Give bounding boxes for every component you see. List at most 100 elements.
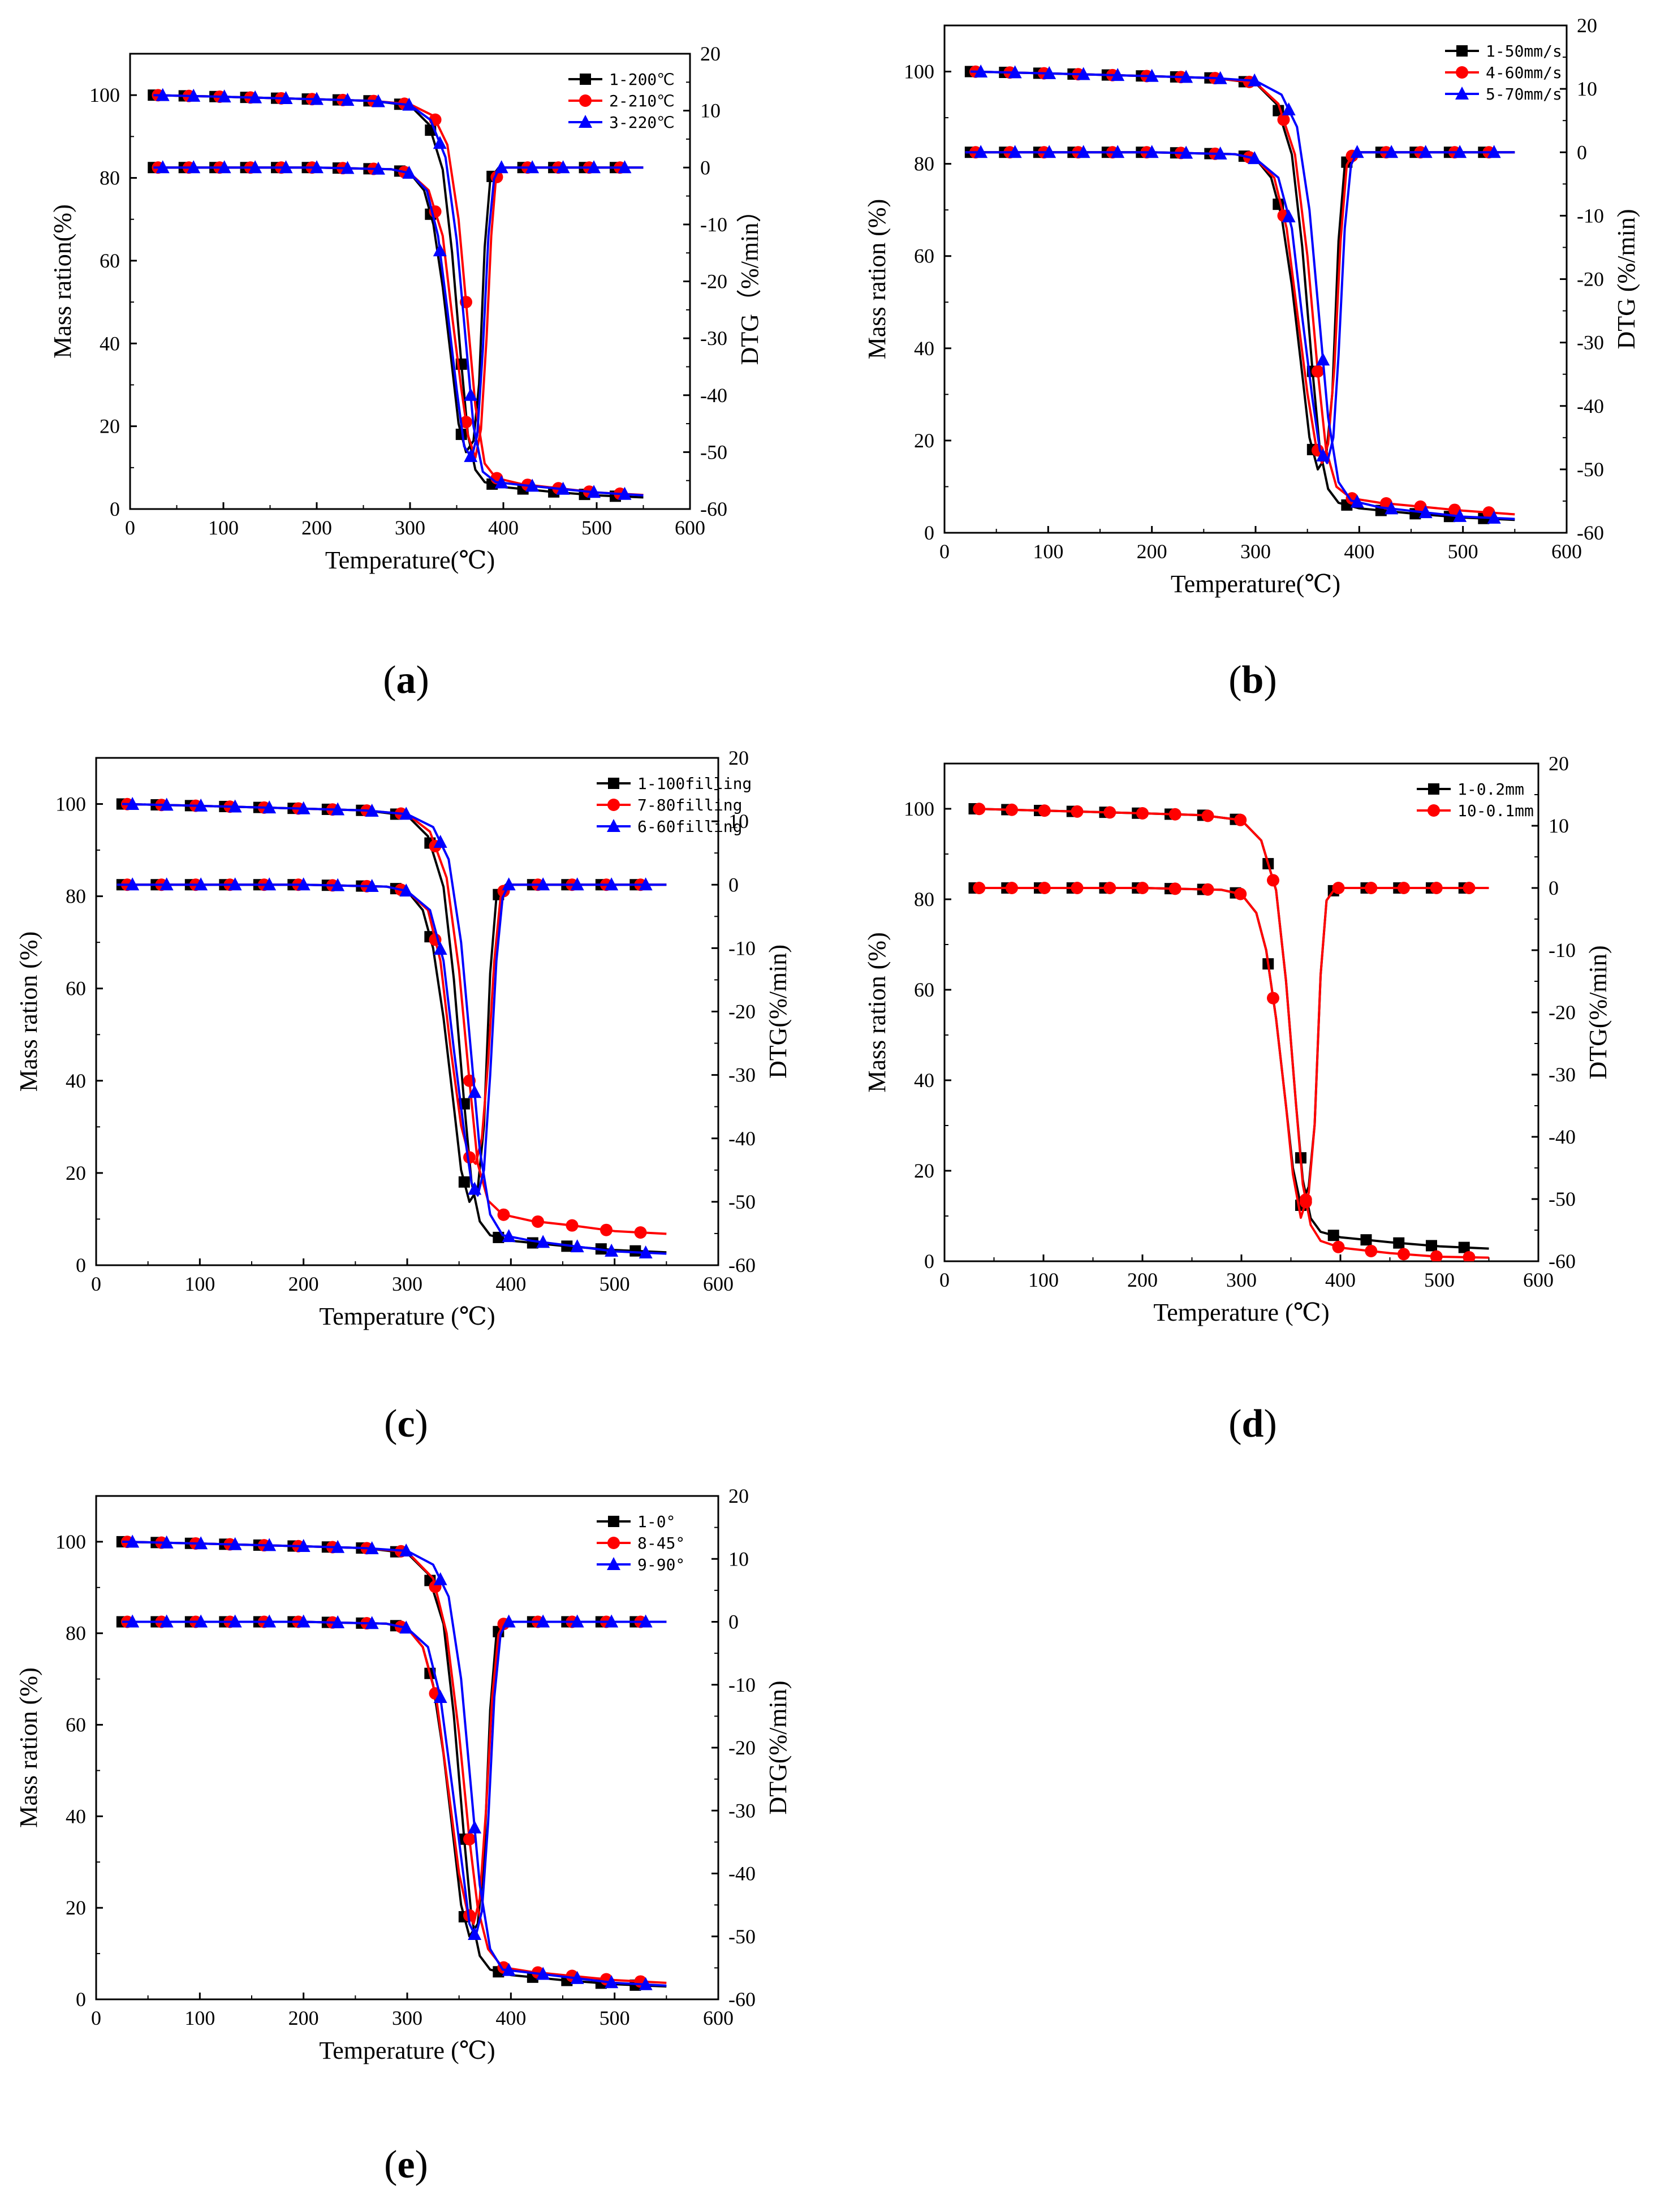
tg-data-point xyxy=(502,1229,516,1243)
dtg-data-point xyxy=(433,942,447,955)
panel-b: 0 100 200 300 400 500 600020406080100-60-50-40… xyxy=(863,14,1640,702)
tg-data-point xyxy=(433,136,447,149)
legend-marker xyxy=(607,1537,620,1549)
x-tick-label: 200 xyxy=(301,516,332,539)
y2-tick-label: -30 xyxy=(728,1064,756,1086)
tg-data-point xyxy=(340,93,355,106)
series-4-60mm/s xyxy=(965,65,1515,519)
tg-curve xyxy=(153,94,644,499)
dtg-curve xyxy=(117,883,667,1197)
x-tick-label: 0 xyxy=(91,2007,101,2029)
dtg-data-point xyxy=(194,877,208,891)
y-axis-label: Mass ration (%) xyxy=(15,932,42,1092)
dtg-data-point xyxy=(126,877,140,891)
y2-tick-label: 0 xyxy=(700,156,710,179)
dtg-data-point xyxy=(639,877,653,891)
y-tick-label: 60 xyxy=(914,978,934,1001)
dtg-curve xyxy=(974,887,1489,1206)
tg-curve xyxy=(153,94,644,497)
tg-data-point xyxy=(399,1543,413,1556)
tg-curve xyxy=(122,1540,667,1984)
dtg-data-point xyxy=(159,877,174,891)
tg-data-point xyxy=(1168,808,1181,821)
y2-tick-label: 0 xyxy=(728,1611,739,1633)
dtg-data-point xyxy=(365,879,379,892)
tg-data-point xyxy=(1365,1244,1378,1257)
y2-tick-label: 20 xyxy=(728,747,749,769)
dtg-data-point xyxy=(1487,145,1501,158)
dtg-data-point xyxy=(1282,209,1296,223)
dtg-data-point xyxy=(1453,145,1467,158)
series-5-70mm/s xyxy=(965,64,1515,524)
tg-data-point xyxy=(1248,73,1262,87)
dtg-data-point xyxy=(455,428,467,440)
dtg-data-point xyxy=(1398,882,1410,894)
x-tick-label: 0 xyxy=(91,1273,101,1295)
legend-entry: 5-70mm/s xyxy=(1486,85,1562,104)
y-tick-label: 20 xyxy=(100,415,120,438)
dtg-data-point xyxy=(536,1614,550,1628)
tg-data-point xyxy=(1463,1251,1476,1261)
dtg-data-point xyxy=(340,161,355,174)
tg-data-point xyxy=(331,1540,345,1553)
dtg-curve xyxy=(122,1620,667,1938)
tg-curve xyxy=(970,70,1515,521)
tg-data-point xyxy=(1430,1250,1443,1261)
legend-marker xyxy=(579,115,592,128)
tg-data-point xyxy=(310,92,324,105)
tg-data-point xyxy=(1418,505,1433,519)
dtg-data-point xyxy=(1168,882,1181,895)
y2-tick-label: -50 xyxy=(700,441,727,463)
panel-d: 0 100 200 300 400 500 600020406080100-60-50-40… xyxy=(863,752,1612,1446)
tg-data-point xyxy=(1145,68,1159,82)
legend-entry: 7-80filling xyxy=(637,796,742,814)
series-9-90° xyxy=(122,1534,667,1990)
tg-data-point xyxy=(228,799,242,813)
y2-tick-label: -10 xyxy=(1549,939,1576,961)
series-6-60filling xyxy=(117,796,667,1258)
legend-marker xyxy=(607,799,620,811)
dtg-data-point xyxy=(605,877,619,891)
panel-a: 0 100 200 300 400 500 600020406080100-60-50-40… xyxy=(49,42,764,702)
dtg-data-point xyxy=(433,1690,447,1703)
y-tick-label: 40 xyxy=(914,1069,934,1092)
legend-entry: 1-100filling xyxy=(637,774,752,793)
y2-tick-label: -60 xyxy=(728,1988,756,2011)
tg-data-point xyxy=(600,1223,613,1236)
y2-axis-label: DTG(%/min) xyxy=(764,945,792,1079)
dtg-data-point xyxy=(279,160,293,174)
dtg-data-point xyxy=(494,160,508,174)
series-1-0° xyxy=(116,1536,667,1991)
y2-tick-label: 20 xyxy=(728,1485,749,1507)
y2-axis-label: DTG(%/min) xyxy=(764,1680,792,1814)
legend-entry: 9-90° xyxy=(637,1555,685,1574)
x-tick-label: 300 xyxy=(392,1273,422,1295)
tg-data-point xyxy=(525,478,540,492)
tg-data-point xyxy=(156,88,170,101)
x-tick-label: 300 xyxy=(392,2007,422,2029)
tg-data-point xyxy=(1458,1241,1470,1253)
tg-data-point xyxy=(468,1820,482,1834)
legend-entry: 1-0° xyxy=(637,1512,675,1531)
y2-tick-label: -60 xyxy=(728,1254,756,1277)
series-1-100filling xyxy=(116,798,667,1257)
plot-frame xyxy=(943,24,1568,534)
plot-area xyxy=(116,796,667,1258)
dtg-data-point xyxy=(502,1614,516,1628)
x-tick-label: 400 xyxy=(1344,540,1374,563)
x-tick-label: 200 xyxy=(288,2007,319,2029)
dtg-data-point xyxy=(1071,882,1084,894)
tg-data-point xyxy=(527,1237,538,1249)
tg-data-point xyxy=(1316,352,1330,366)
tg-data-point xyxy=(1213,71,1227,84)
y2-tick-label: -50 xyxy=(1577,458,1604,481)
dtg-data-point xyxy=(1201,883,1214,896)
legend-entry: 1-200℃ xyxy=(609,70,675,89)
dtg-data-point xyxy=(570,1614,584,1628)
tg-curve xyxy=(122,1540,667,1987)
tg-data-point xyxy=(1042,66,1056,79)
y2-tick-label: -40 xyxy=(728,1127,756,1150)
tg-data-point xyxy=(532,1215,544,1228)
legend-marker xyxy=(579,94,592,107)
tg-data-point xyxy=(187,88,201,102)
